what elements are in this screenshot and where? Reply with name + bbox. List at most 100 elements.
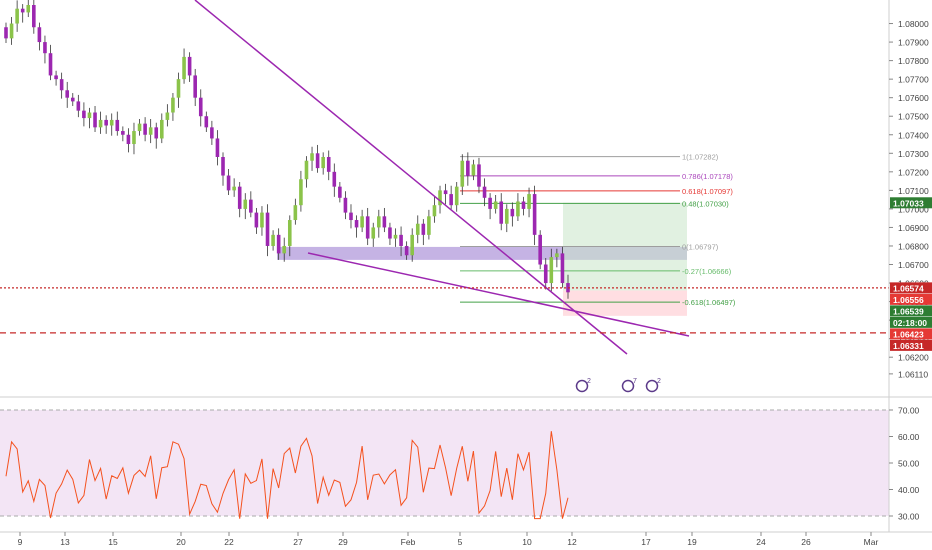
bullish-candle <box>232 186 236 191</box>
time-tick-label: 13 <box>60 537 70 547</box>
bullish-candle <box>527 194 531 209</box>
bullish-candle <box>293 205 298 221</box>
bullish-candle <box>360 216 364 228</box>
bearish-candle <box>93 112 97 128</box>
rsi-axis-ticks: 70.00 60.00 50.00 40.00 30.00 <box>889 406 920 522</box>
bullish-candle <box>321 157 325 169</box>
bullish-candle <box>87 112 92 119</box>
event-badge-icon <box>575 379 589 393</box>
bearish-candle <box>210 127 214 139</box>
bearish-candle <box>76 101 81 111</box>
fib-level-label: 1(1.07282) <box>682 153 719 162</box>
bullish-candle <box>271 234 275 246</box>
bullish-candle <box>555 253 559 258</box>
event-badge-layer[interactable]: 2 7 2 <box>575 378 662 393</box>
price-tick-label: 1.07300 <box>898 149 929 159</box>
bullish-candle <box>182 56 186 80</box>
time-tick-label: 15 <box>108 537 118 547</box>
bullish-candle <box>427 216 431 235</box>
bullish-candle <box>504 208 509 224</box>
bullish-candle <box>471 164 476 176</box>
bearish-candle <box>59 79 64 91</box>
bearish-candle <box>443 190 448 195</box>
bearish-candle <box>215 138 220 157</box>
time-tick-label: Mar <box>864 537 879 547</box>
rsi-line-layer <box>5 431 569 520</box>
price-tag-label: 1.06331 <box>893 341 924 351</box>
time-tick-label: Feb <box>401 537 416 547</box>
bearish-candle <box>37 27 42 43</box>
bearish-candle <box>449 194 453 206</box>
price-tag-background <box>890 282 932 294</box>
bearish-candle <box>82 110 86 119</box>
price-axis[interactable]: 1.08000 1.07900 1.07800 1.07700 1.07600 1.075… <box>888 0 932 532</box>
bearish-candle <box>354 220 359 228</box>
bullish-candle <box>165 112 170 120</box>
bearish-candle <box>126 134 131 145</box>
bearish-candle <box>382 216 387 228</box>
bearish-candle <box>4 27 8 39</box>
event-badge-count: 7 <box>633 378 637 385</box>
fib-level-label: 0.618(1.07097) <box>682 187 733 196</box>
price-tag-label: 02:18:00 <box>893 318 927 328</box>
bearish-candle <box>20 8 25 13</box>
bullish-candle <box>549 257 554 284</box>
bearish-candle <box>198 97 203 117</box>
bullish-candle <box>137 123 142 132</box>
rsi-tick-label: 50.00 <box>898 459 920 469</box>
time-tick-label: 24 <box>756 537 766 547</box>
bullish-candle <box>377 216 381 228</box>
bearish-candle <box>32 5 36 28</box>
price-tag-label: 1.06556 <box>893 295 924 305</box>
bullish-candle <box>304 160 309 180</box>
rsi-pane[interactable] <box>0 409 889 520</box>
price-tick-label: 1.07500 <box>898 112 929 122</box>
price-tick-label: 1.07900 <box>898 38 929 48</box>
bullish-candle <box>432 205 437 217</box>
bearish-candle <box>43 42 47 54</box>
bearish-candle <box>48 53 53 76</box>
bullish-candle <box>109 119 114 126</box>
price-tick-label: 1.07000 <box>898 204 929 214</box>
bullish-candle <box>243 199 248 209</box>
bearish-candle <box>249 199 253 213</box>
price-tick-label: 1.06700 <box>898 260 929 270</box>
time-tick-label: 10 <box>522 537 532 547</box>
bearish-candle <box>115 119 120 132</box>
candle-layer <box>4 0 570 299</box>
event-badge-icon <box>645 379 659 393</box>
fibonacci-layer: 1(1.07282) 0.786(1.07178) 0.618(1.07097) 0.… <box>460 153 736 307</box>
price-tag-background <box>890 293 932 305</box>
bullish-candle <box>98 119 103 128</box>
bearish-candle <box>154 127 159 139</box>
time-tick-label: 17 <box>641 537 651 547</box>
price-axis-labels: 1.070331.065741.065561.0653902:18:001.06… <box>890 197 932 351</box>
price-tick-label: 1.07400 <box>898 130 929 140</box>
price-tick-label: 1.06200 <box>898 353 929 363</box>
price-tick-label: 1.07100 <box>898 186 929 196</box>
bearish-candle <box>349 212 353 221</box>
trade-loss-zone <box>563 290 687 316</box>
bearish-candle <box>193 75 197 98</box>
descending-trendline-upper <box>194 0 628 355</box>
bearish-candle <box>521 201 526 209</box>
price-tick-label: 1.06110 <box>898 369 928 379</box>
price-tick-label: 1.07800 <box>898 56 929 66</box>
bearish-candle <box>482 186 487 198</box>
time-tick-label: 19 <box>687 537 697 547</box>
event-badge-icon <box>621 379 635 393</box>
rsi-line <box>5 431 569 520</box>
time-tick-label: 9 <box>18 537 23 547</box>
bearish-candle <box>54 75 58 80</box>
fib-level-label: 0.48(1.07030) <box>682 199 729 208</box>
bullish-candle <box>410 234 414 256</box>
bearish-candle <box>343 197 348 213</box>
bullish-candle <box>15 8 19 24</box>
bearish-candle <box>143 123 147 135</box>
time-tick-label: 20 <box>176 537 186 547</box>
time-axis[interactable]: 9 13 15 20 22 27 29 Feb 5 10 12 17 19 24 26 Mar <box>0 531 932 547</box>
bearish-candle <box>237 186 242 209</box>
bullish-candle <box>160 119 164 139</box>
price-pane[interactable]: 1(1.07282) 0.786(1.07178) 0.618(1.07097) 0.… <box>0 0 889 393</box>
